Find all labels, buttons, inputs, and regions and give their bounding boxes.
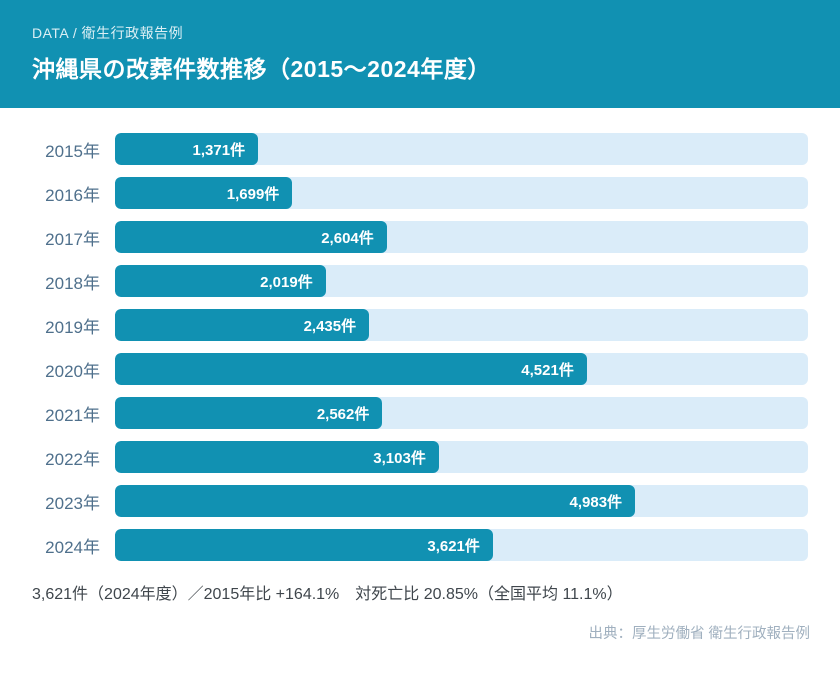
bar: 3,621件 — [115, 529, 493, 561]
header: DATA / 衛生行政報告例 沖縄県の改葬件数推移（2015～2024年度） — [0, 0, 840, 108]
bar-chart: 2015年 1,371件 2016年 1,699件 2017年 2,604件 2… — [0, 108, 840, 561]
bar-track: 3,621件 — [115, 529, 808, 561]
bar-track: 1,371件 — [115, 133, 808, 165]
chart-row: 2016年 1,699件 — [32, 177, 808, 209]
chart-row: 2020年 4,521件 — [32, 353, 808, 385]
bar-track: 1,699件 — [115, 177, 808, 209]
year-label: 2018年 — [45, 273, 100, 293]
bar-value-label: 3,621件 — [427, 537, 480, 555]
year-label: 2019年 — [45, 317, 100, 337]
bar: 4,521件 — [115, 353, 587, 385]
chart-row: 2017年 2,604件 — [32, 221, 808, 253]
bar: 2,562件 — [115, 397, 383, 429]
bar: 4,983件 — [115, 485, 636, 517]
chart-row: 2023年 4,983件 — [32, 485, 808, 517]
bar: 3,103件 — [115, 441, 439, 473]
bar-track: 2,562件 — [115, 397, 808, 429]
chart-row: 2015年 1,371件 — [32, 133, 808, 165]
chart-row: 2019年 2,435件 — [32, 309, 808, 341]
bar-value-label: 4,521件 — [521, 361, 574, 379]
bar-track: 4,983件 — [115, 485, 808, 517]
bar-track: 2,435件 — [115, 309, 808, 341]
year-label: 2016年 — [45, 185, 100, 205]
summary-text: 3,621件（2024年度）／2015年比 +164.1% 対死亡比 20.85… — [32, 586, 623, 603]
page-title: 沖縄県の改葬件数推移（2015～2024年度） — [32, 56, 491, 82]
bar-value-label: 2,435件 — [303, 317, 357, 335]
year-label: 2017年 — [45, 229, 100, 249]
bar-value-label: 2,604件 — [321, 229, 374, 247]
bar-track: 2,019件 — [115, 265, 808, 297]
chart-row: 2022年 3,103件 — [32, 441, 808, 473]
bar-value-label: 4,983件 — [569, 493, 623, 511]
year-label: 2022年 — [45, 449, 100, 469]
chart-row: 2018年 2,019件 — [32, 265, 808, 297]
year-label: 2021年 — [45, 405, 100, 425]
year-label: 2024年 — [45, 537, 100, 557]
bar-value-label: 1,371件 — [192, 141, 246, 159]
year-label: 2015年 — [45, 141, 100, 161]
bar-value-label: 2,562件 — [316, 405, 370, 423]
bar: 2,019件 — [115, 265, 326, 297]
chart-row: 2021年 2,562件 — [32, 397, 808, 429]
header-eyebrow: DATA / 衛生行政報告例 — [32, 25, 184, 41]
chart-row: 2024年 3,621件 — [32, 529, 808, 561]
bar-track: 4,521件 — [115, 353, 808, 385]
bar-value-label: 2,019件 — [260, 273, 313, 291]
year-label: 2020年 — [45, 361, 100, 381]
bar-track: 3,103件 — [115, 441, 808, 473]
bar: 1,371件 — [115, 133, 259, 165]
year-label: 2023年 — [45, 493, 100, 513]
bar-value-label: 3,103件 — [373, 449, 426, 467]
source-text: 出典：厚生労働省 衛生行政報告例 — [588, 626, 810, 642]
bar: 2,604件 — [115, 221, 387, 253]
bar-track: 2,604件 — [115, 221, 808, 253]
bar: 2,435件 — [115, 309, 370, 341]
bar: 1,699件 — [115, 177, 293, 209]
bar-value-label: 1,699件 — [226, 185, 280, 203]
